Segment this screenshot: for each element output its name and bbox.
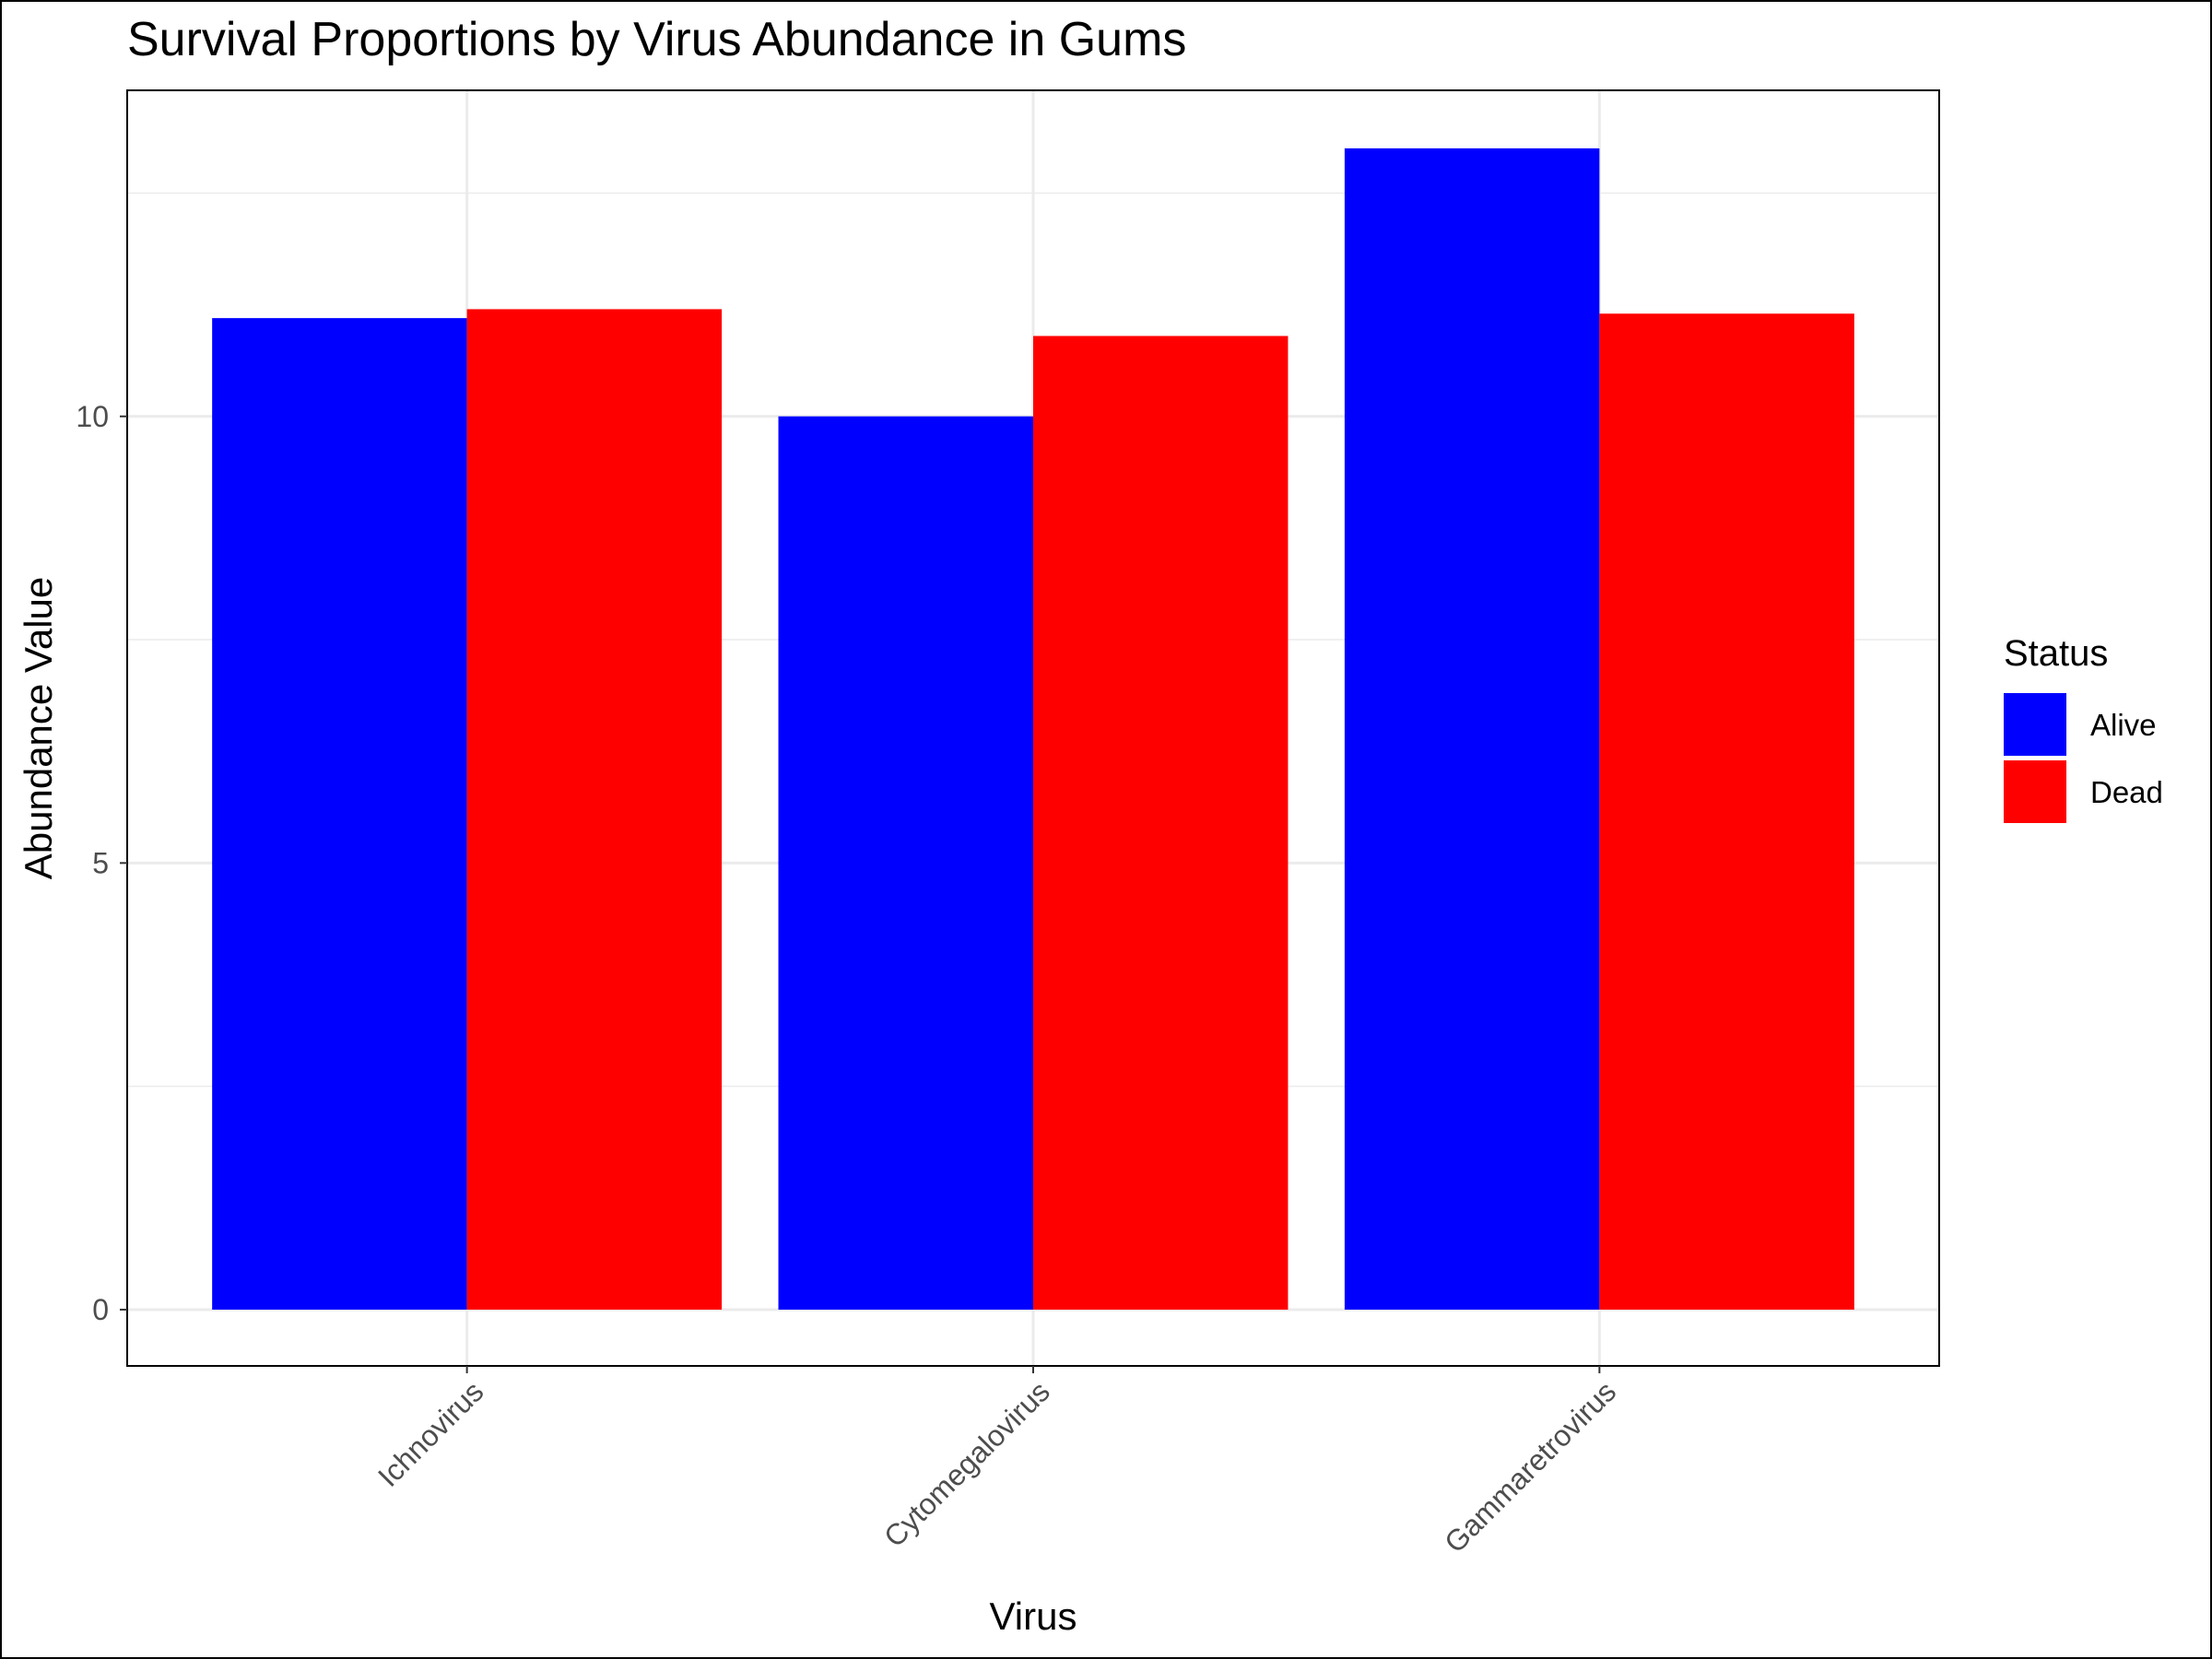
legend-key-dead bbox=[2004, 760, 2066, 823]
y-tick-label: 5 bbox=[92, 846, 109, 879]
x-tick-label: Gammaretrovirus bbox=[1438, 1374, 1622, 1559]
x-tick-layer: Ichnovirus Cytomegalovirus Gammaretrovirus bbox=[371, 1366, 1622, 1559]
y-tick-label: 0 bbox=[92, 1293, 109, 1326]
y-axis-title: Abundance Value bbox=[17, 577, 60, 880]
x-tick-label: Ichnovirus bbox=[371, 1374, 490, 1493]
bar-dead-gammaretrovirus bbox=[1599, 313, 1854, 1310]
bar-alive-cytomegalovirus bbox=[778, 416, 1033, 1310]
bars-layer bbox=[212, 147, 1854, 1310]
legend-label-alive: Alive bbox=[2090, 708, 2157, 742]
y-tick-label: 10 bbox=[76, 400, 109, 433]
legend: Status Alive Dead bbox=[2004, 633, 2163, 823]
bar-alive-ichnovirus bbox=[212, 318, 467, 1310]
legend-title: Status bbox=[2004, 633, 2108, 674]
bar-alive-gammaretrovirus bbox=[1344, 147, 1600, 1310]
y-tick-layer: 0 5 10 bbox=[76, 400, 127, 1326]
legend-key-alive bbox=[2004, 693, 2066, 756]
chart-title: Survival Proportions by Virus Abundance … bbox=[127, 13, 1186, 66]
x-axis-title: Virus bbox=[990, 1594, 1077, 1638]
legend-label-dead: Dead bbox=[2090, 775, 2163, 809]
x-tick-label: Cytomegalovirus bbox=[877, 1374, 1056, 1553]
bar-dead-cytomegalovirus bbox=[1033, 335, 1288, 1310]
bar-dead-ichnovirus bbox=[466, 309, 723, 1310]
